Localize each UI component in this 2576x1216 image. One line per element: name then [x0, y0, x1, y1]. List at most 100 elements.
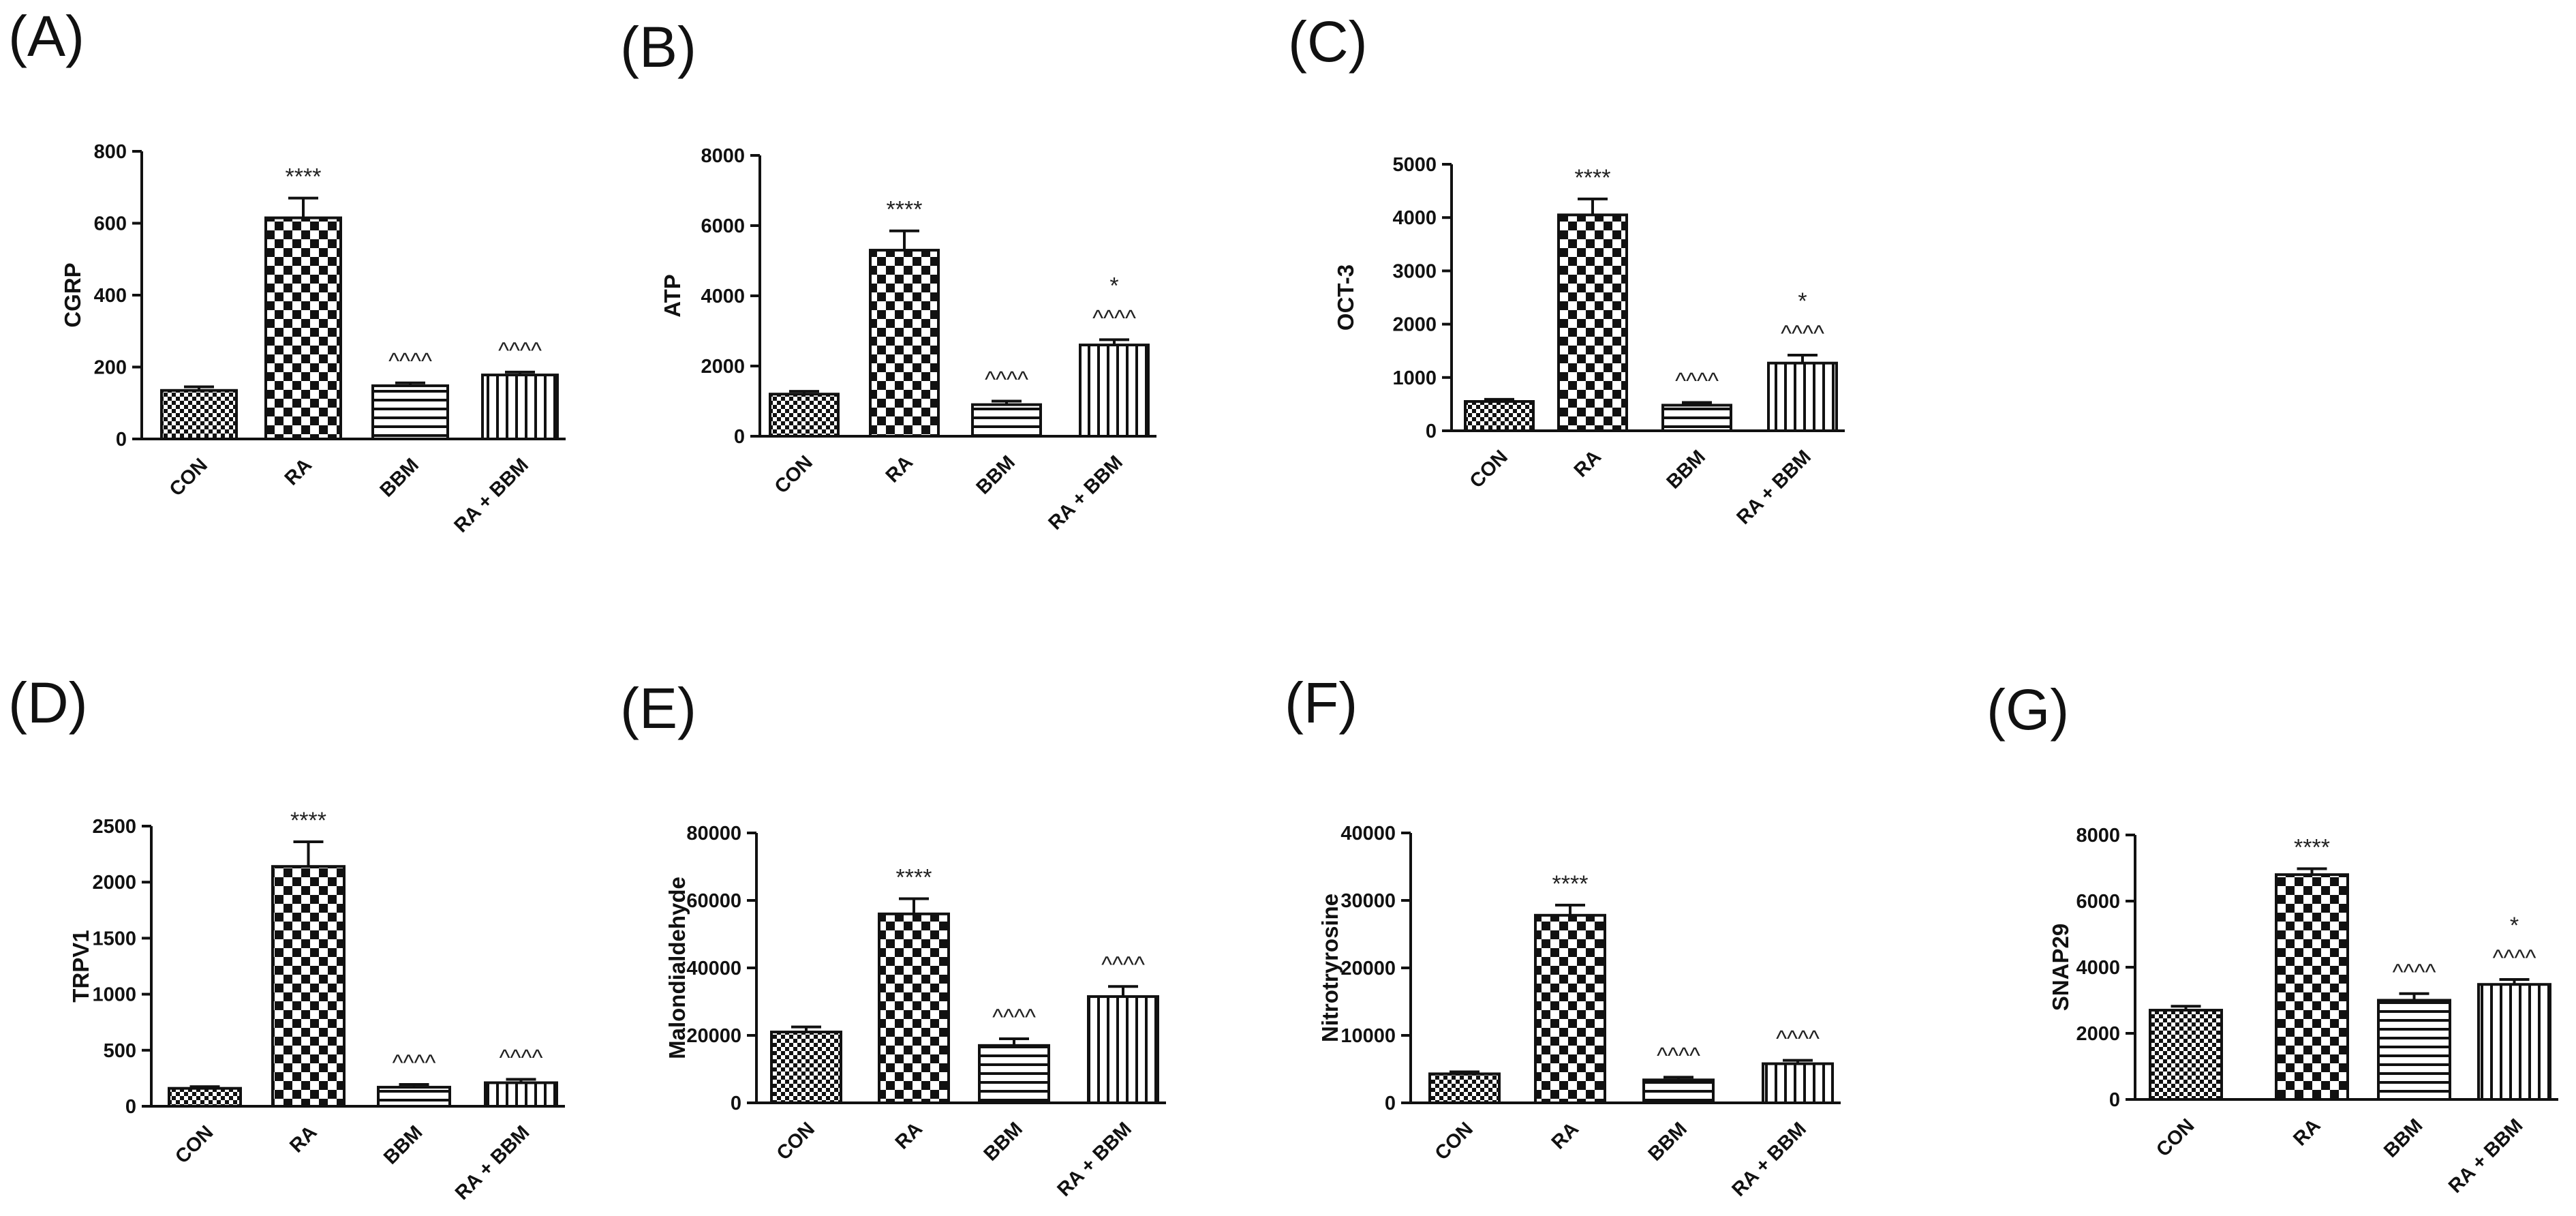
- y-tick-label: 400: [94, 285, 127, 307]
- y-tick-label: 500: [104, 1040, 136, 1062]
- significance-marker: ****: [286, 164, 322, 190]
- y-tick-label: 0: [1385, 1093, 1396, 1114]
- significance-marker: ^^^^: [500, 1046, 543, 1071]
- bar-bbm: [377, 1086, 451, 1108]
- y-axis-label: TRPV1: [68, 930, 93, 1002]
- bar-con: [2149, 1009, 2223, 1101]
- significance-marker: ^^^^: [388, 349, 432, 375]
- panel-letter: (G): [1987, 678, 2069, 742]
- bar-bbm: [971, 403, 1042, 438]
- x-category-label: CON: [166, 454, 212, 500]
- y-tick-label: 200: [94, 357, 127, 379]
- x-category-label: CON: [771, 451, 817, 498]
- bar-con: [769, 393, 840, 438]
- x-category-label: RA + BBM: [450, 454, 533, 537]
- bar-con: [770, 1031, 842, 1105]
- significance-marker: ^^^^: [1675, 369, 1719, 395]
- y-tick-label: 0: [734, 426, 745, 448]
- bar-ra: [264, 216, 342, 440]
- x-category-label: BBM: [376, 454, 423, 501]
- chart-panel: (B) ATP 0 2000 4000 6000 8000 CON **** RA ^^^^ BBM ^…: [620, 15, 1156, 534]
- y-tick-label: 0: [1426, 421, 1437, 442]
- significance-marker: ^^^^: [2493, 945, 2536, 971]
- y-tick-label: 0: [2109, 1089, 2120, 1111]
- bar-ra: [869, 249, 940, 438]
- significance-marker: ^^^^: [498, 338, 542, 364]
- y-tick-label: 4000: [2076, 957, 2120, 979]
- x-category-label: RA + BBM: [2444, 1114, 2528, 1198]
- bar-ra: [1557, 213, 1628, 432]
- y-tick-label: 1000: [1392, 367, 1437, 389]
- y-tick-label: 2000: [1392, 314, 1437, 336]
- y-tick-label: 800: [94, 141, 127, 163]
- y-tick-label: 10000: [1340, 1025, 1396, 1047]
- significance-marker-vs-ra: *: [1109, 273, 1118, 299]
- y-axis-label: SNAP29: [2048, 924, 2073, 1011]
- bar-bbm: [1661, 404, 1732, 432]
- x-category-label: RA + BBM: [1728, 1118, 1811, 1201]
- bar-ra-bbm: [481, 374, 559, 440]
- significance-marker: ^^^^: [393, 1050, 436, 1076]
- significance-marker: ^^^^: [992, 1005, 1036, 1031]
- bar-con: [160, 389, 238, 440]
- x-category-label: RA: [1570, 446, 1606, 481]
- y-tick-label: 1500: [92, 928, 136, 949]
- bar-ra-bbm: [1767, 361, 1838, 432]
- bar-ra: [1534, 913, 1606, 1105]
- y-tick-label: 8000: [701, 145, 745, 167]
- y-tick-label: 600: [94, 213, 127, 235]
- bar-bbm: [371, 384, 449, 440]
- y-tick-label: 2000: [92, 872, 136, 894]
- y-tick-label: 20000: [686, 1025, 741, 1047]
- bar-ra: [2275, 873, 2349, 1101]
- significance-marker: ^^^^: [985, 367, 1028, 393]
- x-category-label: BBM: [972, 451, 1019, 498]
- significance-marker: ^^^^: [2393, 960, 2436, 986]
- significance-marker: ****: [887, 197, 923, 223]
- significance-marker: ****: [2294, 834, 2330, 860]
- significance-marker: ^^^^: [1781, 321, 1824, 347]
- bar-ra-bbm: [1762, 1062, 1834, 1104]
- significance-marker: ^^^^: [1101, 952, 1145, 978]
- bar-bbm: [978, 1044, 1050, 1104]
- significance-marker: ****: [1575, 165, 1611, 191]
- y-axis-label: OCT-3: [1333, 264, 1358, 331]
- x-category-label: RA: [2289, 1114, 2325, 1150]
- y-tick-label: 0: [116, 429, 127, 451]
- bar-ra-bbm: [484, 1081, 558, 1108]
- y-tick-label: 30000: [1340, 890, 1396, 912]
- panel-letter: (C): [1288, 10, 1368, 74]
- significance-marker: ****: [290, 808, 326, 834]
- x-category-label: CON: [1466, 446, 1512, 492]
- bar-ra-bbm: [1079, 344, 1150, 438]
- y-tick-label: 2000: [2076, 1023, 2120, 1045]
- y-axis-label: ATP: [660, 274, 685, 318]
- significance-marker: ^^^^: [1092, 305, 1136, 331]
- y-tick-label: 2500: [92, 816, 136, 838]
- panel-letter: (E): [620, 676, 696, 740]
- x-category-label: BBM: [1663, 446, 1710, 493]
- x-category-label: CON: [1431, 1118, 1477, 1164]
- x-category-label: BBM: [380, 1121, 427, 1168]
- y-tick-label: 6000: [701, 215, 745, 237]
- x-category-label: RA + BBM: [1053, 1118, 1136, 1201]
- y-tick-label: 20000: [1340, 958, 1396, 979]
- chart-panel: (F) Nitrotryrosine 0 10000 20000 30000 40000 CO…: [1285, 671, 1841, 1201]
- significance-marker-vs-ra: *: [2510, 913, 2519, 939]
- x-category-label: RA + BBM: [451, 1121, 534, 1204]
- bar-ra: [271, 865, 346, 1108]
- x-category-label: CON: [171, 1121, 217, 1168]
- chart-panel: (D) TRPV1 0 500 1000 1500 2000 2500 CON **** RA ^^^…: [8, 671, 565, 1204]
- significance-marker: ^^^^: [1776, 1027, 1820, 1052]
- x-category-label: RA: [281, 454, 316, 489]
- panel-letter: (D): [8, 671, 88, 735]
- y-axis-label: Nitrotryrosine: [1317, 894, 1343, 1042]
- x-category-label: CON: [2152, 1114, 2198, 1161]
- chart-panel: (C) OCT-3 0 1000 2000 3000 4000 5000 CON **** RA ^^…: [1288, 10, 1845, 529]
- chart-panel: (A) CGRP 0 200 400 600 800 CON **** RA ^^^^ BBM ^^^^…: [8, 4, 566, 537]
- y-tick-label: 5000: [1392, 154, 1437, 176]
- y-tick-label: 1000: [92, 984, 136, 1006]
- y-tick-label: 8000: [2076, 825, 2120, 847]
- chart-panel: (G) SNAP29 0 2000 4000 6000 8000 CON **** RA ^^^^ B…: [1987, 678, 2558, 1198]
